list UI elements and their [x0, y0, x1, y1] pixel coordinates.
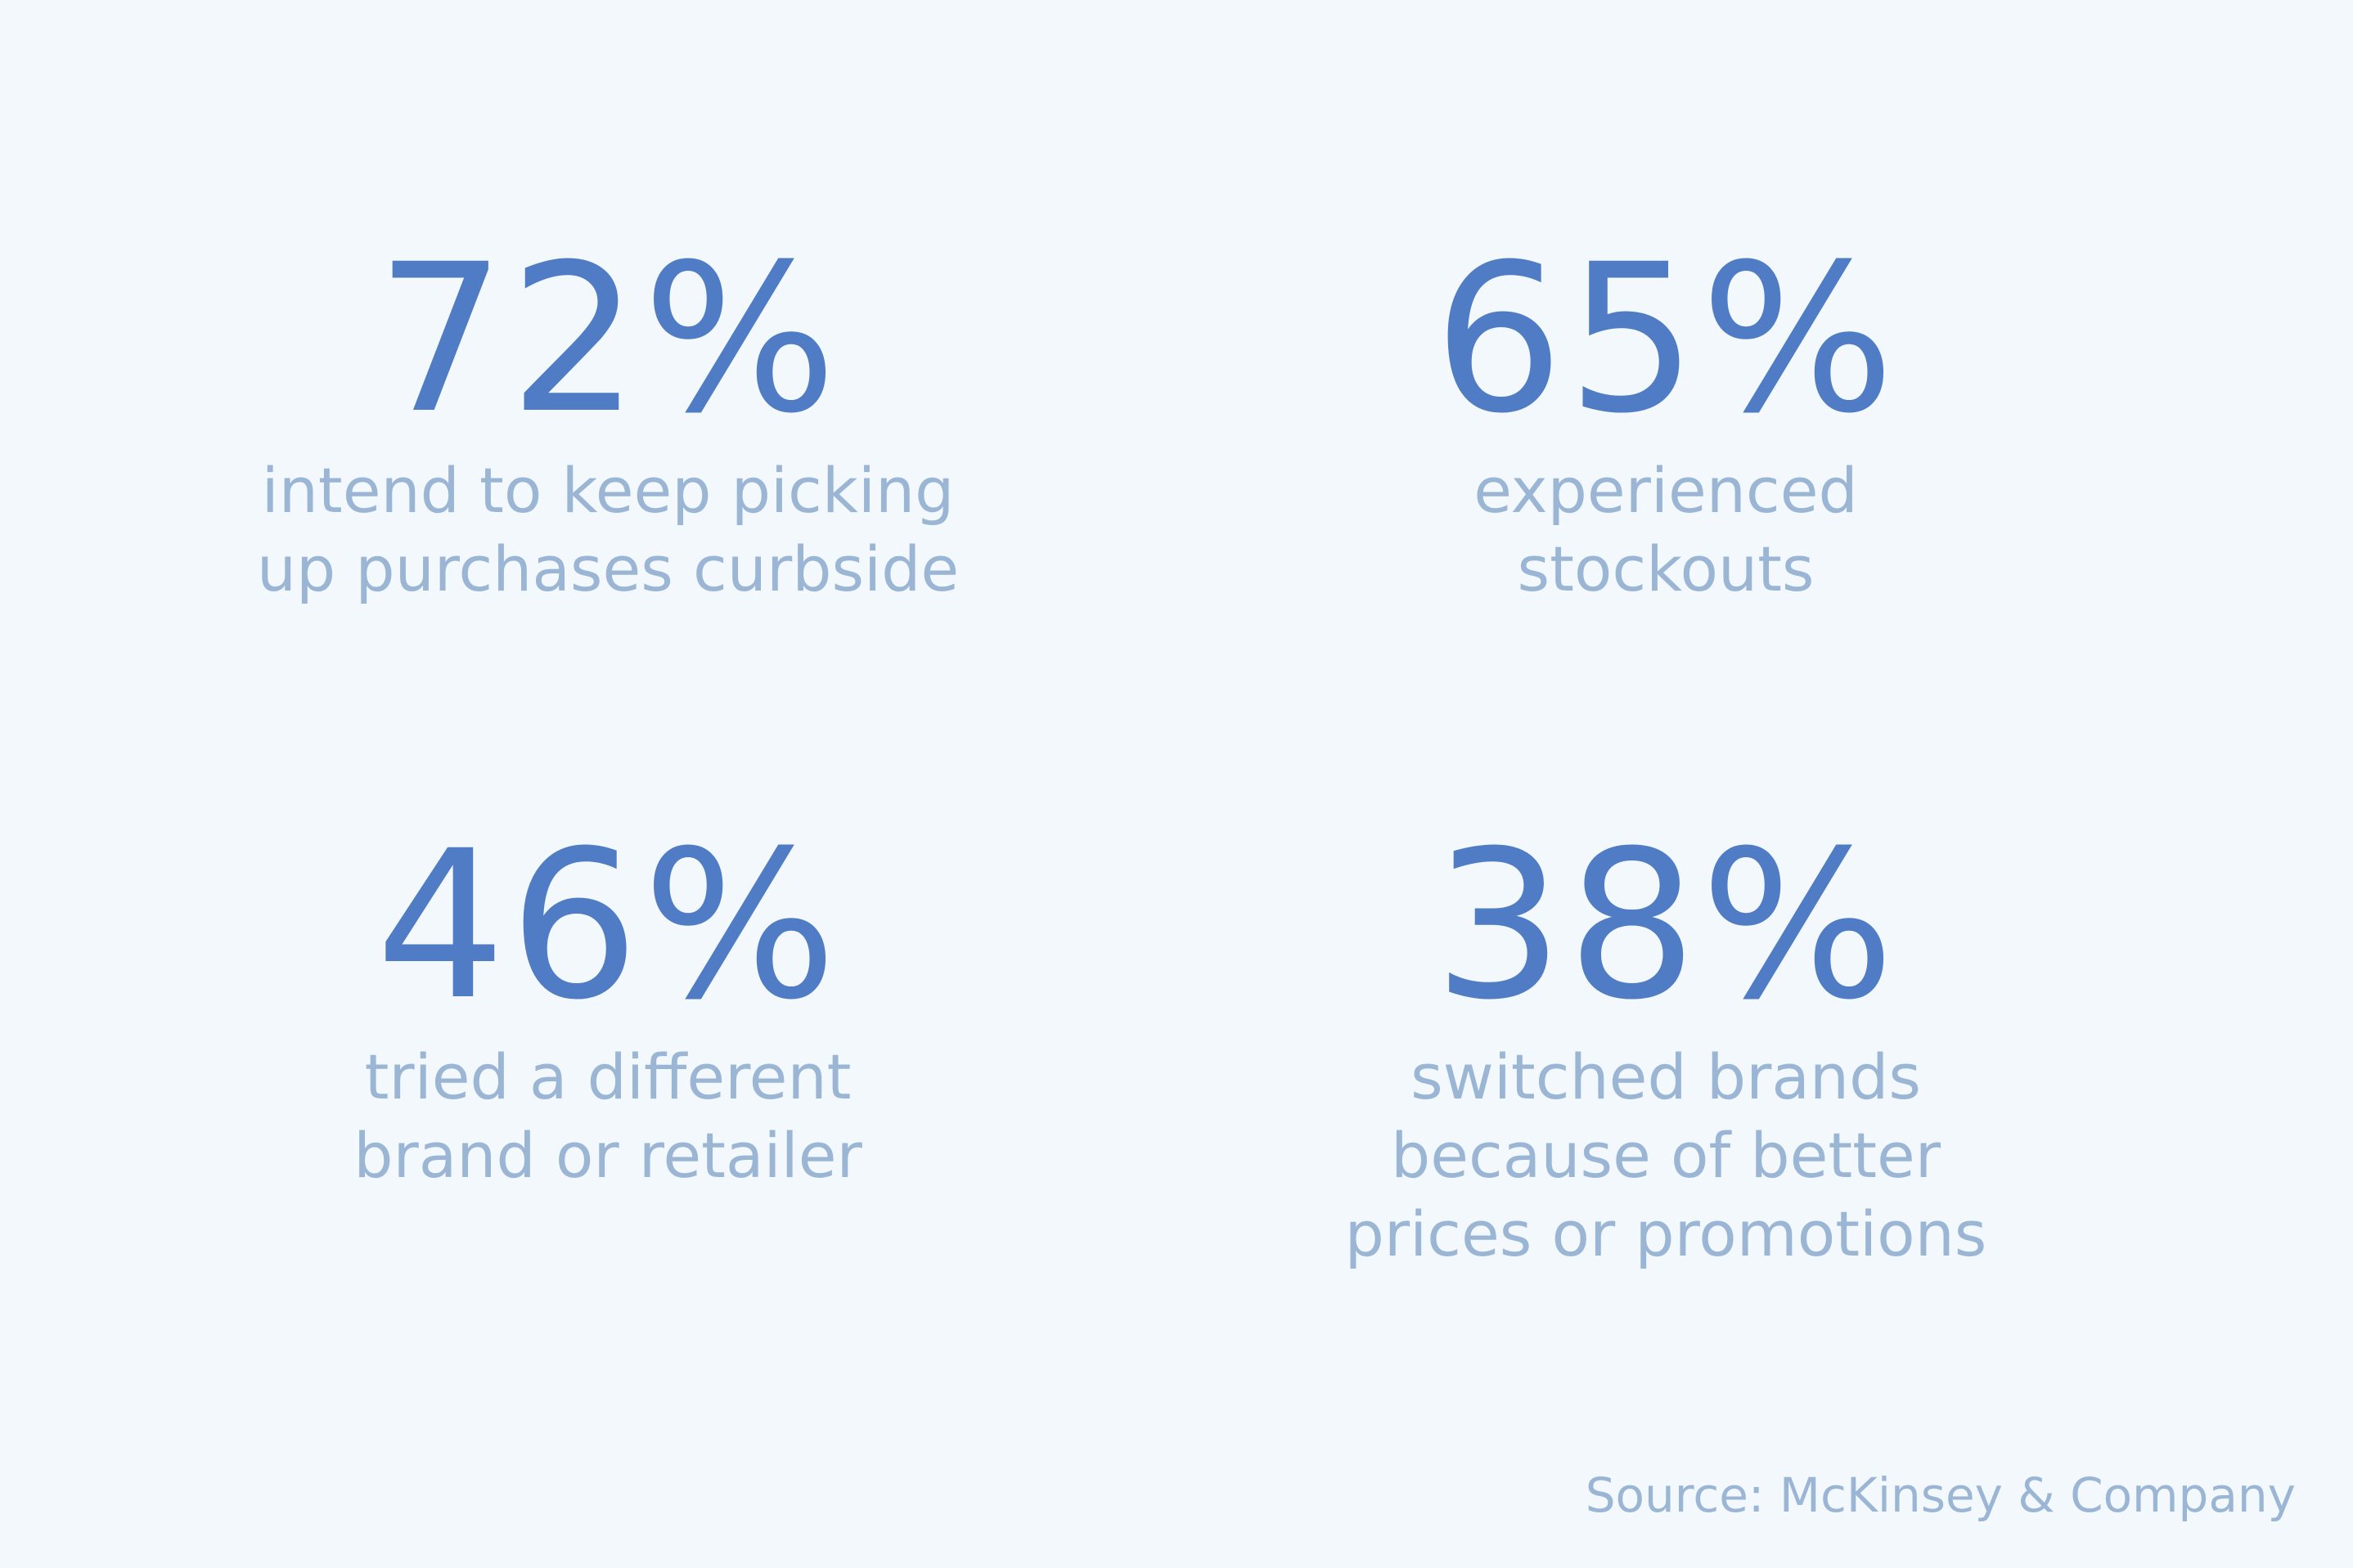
stat-block: 72% intend to keep picking up purchases cu…: [117, 237, 1099, 609]
stat-description: because of better: [1390, 1119, 1941, 1192]
stat-block: 65% experienced stockouts: [1175, 237, 2157, 609]
stat-block: 46% tried a different brand or retailer: [117, 824, 1099, 1195]
stat-description: tried a different: [364, 1040, 852, 1113]
stat-description: experienced: [1473, 454, 1858, 527]
stat-value: 38%: [1433, 806, 1898, 1045]
stat-description: switched brands: [1410, 1040, 1921, 1113]
stat-value: 65%: [1433, 220, 1898, 458]
stat-value: 72%: [376, 220, 840, 458]
stat-description: intend to keep picking: [261, 454, 955, 527]
stat-description: up purchases curbside: [256, 532, 960, 605]
source: Source: McKinsey & Company: [1585, 1467, 2296, 1523]
stat-description: stockouts: [1517, 532, 1815, 605]
stat-description: brand or retailer: [353, 1119, 862, 1192]
stat-description: prices or promotions: [1344, 1197, 1987, 1270]
stat-block: 38% switched brands because of better price…: [1175, 824, 2157, 1274]
stat-value: 46%: [376, 806, 840, 1045]
